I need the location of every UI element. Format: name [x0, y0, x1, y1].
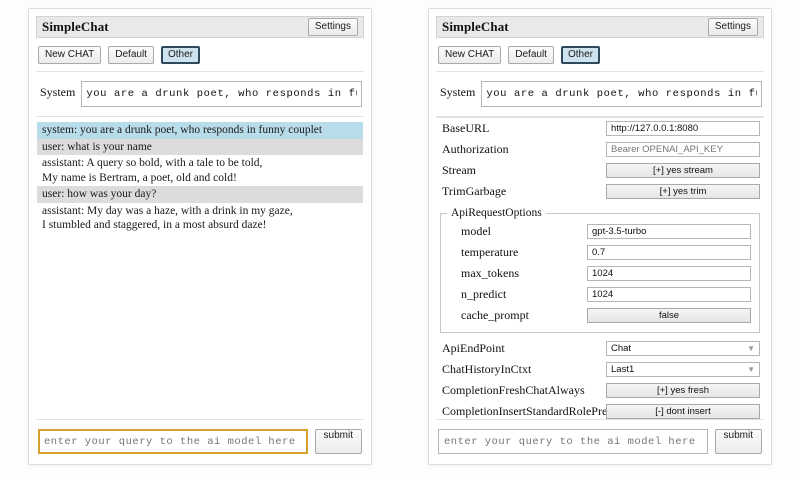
setting-label: Stream	[442, 163, 476, 177]
trimgarbage-toggle-button[interactable]: [+] yes trim	[606, 184, 760, 199]
system-prompt-input[interactable]	[481, 81, 762, 107]
system-prompt-label: System	[440, 85, 476, 99]
chat-message-assistant: assistant: My day was a haze, with a dri…	[42, 204, 293, 232]
setting-label: model	[461, 224, 491, 238]
setting-row-trimgarbage: TrimGarbage [+] yes trim	[438, 181, 762, 202]
setting-row-cache-prompt: cache_prompt false	[447, 305, 753, 326]
system-prompt-row: System	[36, 72, 364, 117]
cache-prompt-toggle-button[interactable]: false	[587, 308, 751, 323]
titlebar: SimpleChat Settings	[436, 16, 764, 38]
api-request-options-legend: ApiRequestOptions	[451, 207, 542, 219]
model-input[interactable]	[587, 224, 751, 239]
setting-field	[606, 142, 762, 157]
query-bar: submit	[436, 419, 764, 456]
setting-row-authorization: Authorization	[438, 139, 762, 160]
system-prompt-input[interactable]	[81, 81, 362, 107]
temperature-input[interactable]	[587, 245, 751, 260]
setting-label: CompletionFreshChatAlways	[442, 383, 585, 397]
chat-message-user: user: what is your name	[37, 138, 363, 155]
setting-field: [+] yes fresh	[606, 383, 762, 398]
chat-log: system: you are a drunk poet, who respon…	[36, 117, 364, 419]
settings-list: BaseURL Authorization Stream [+] yes str…	[436, 117, 764, 419]
chat-panel: SimpleChat Settings New CHAT Default Oth…	[28, 8, 372, 465]
setting-field	[587, 287, 753, 302]
setting-label: TrimGarbage	[442, 184, 507, 198]
titlebar: SimpleChat Settings	[36, 16, 364, 38]
setting-label: Authorization	[442, 142, 509, 156]
new-chat-button[interactable]: New CHAT	[38, 46, 102, 64]
query-input[interactable]	[438, 429, 708, 454]
setting-field	[606, 121, 762, 136]
session-button-default[interactable]: Default	[108, 46, 154, 64]
setting-label: temperature	[461, 245, 519, 259]
setting-field: Chat ▼	[606, 341, 762, 356]
setting-label: max_tokens	[461, 266, 519, 280]
setting-row-completionfreshchatalways: CompletionFreshChatAlways [+] yes fresh	[438, 380, 762, 401]
api-request-options-fieldset: ApiRequestOptions model temperature max_…	[440, 207, 760, 333]
session-button-default[interactable]: Default	[508, 46, 554, 64]
stream-toggle-button[interactable]: [+] yes stream	[606, 163, 760, 178]
authorization-input[interactable]	[606, 142, 760, 157]
submit-button[interactable]: submit	[314, 429, 362, 454]
setting-field: Last1 ▼	[606, 362, 762, 377]
chat-message-system: system: you are a drunk poet, who respon…	[37, 122, 363, 139]
query-bar: submit	[36, 419, 364, 456]
settings-button[interactable]: Settings	[707, 18, 758, 36]
chathistoryinctxt-select[interactable]: Last1 ▼	[606, 362, 760, 377]
new-chat-button[interactable]: New CHAT	[438, 46, 502, 64]
setting-field: false	[587, 308, 753, 323]
session-button-other[interactable]: Other	[160, 46, 200, 64]
setting-field: [+] yes stream	[606, 163, 762, 178]
completion-fresh-chat-toggle-button[interactable]: [+] yes fresh	[606, 383, 760, 398]
setting-label: CompletionInsertStandardRolePrefix	[442, 404, 621, 418]
chat-message-user: user: how was your day?	[37, 186, 363, 203]
setting-field: [+] yes trim	[606, 184, 762, 199]
max-tokens-input[interactable]	[587, 266, 751, 281]
baseurl-input[interactable]	[606, 121, 760, 136]
setting-row-apiendpoint: ApiEndPoint Chat ▼	[438, 338, 762, 359]
setting-row-stream: Stream [+] yes stream	[438, 160, 762, 181]
chevron-down-icon: ▼	[747, 364, 755, 374]
n-predict-input[interactable]	[587, 287, 751, 302]
setting-row-n-predict: n_predict	[447, 284, 753, 305]
session-button-row: New CHAT Default Other	[436, 38, 764, 72]
right-panel-wrapper: SimpleChat Settings New CHAT Default Oth…	[400, 0, 800, 480]
setting-label: BaseURL	[442, 121, 490, 135]
setting-row-max-tokens: max_tokens	[447, 263, 753, 284]
chathistoryinctxt-value: Last1	[611, 364, 635, 375]
system-prompt-label: System	[40, 85, 76, 99]
settings-panel: SimpleChat Settings New CHAT Default Oth…	[428, 8, 772, 465]
chat-message-assistant: assistant: A query so bold, with a tale …	[42, 157, 263, 184]
chevron-down-icon: ▼	[747, 343, 755, 353]
setting-row-chathistoryinctxt: ChatHistoryInCtxt Last1 ▼	[438, 359, 762, 380]
setting-label: n_predict	[461, 287, 507, 301]
setting-label: ChatHistoryInCtxt	[442, 362, 532, 376]
setting-field	[587, 266, 753, 281]
page-title: SimpleChat	[42, 19, 109, 34]
setting-field: [-] dont insert	[606, 404, 762, 419]
settings-button[interactable]: Settings	[307, 18, 358, 36]
left-panel-wrapper: SimpleChat Settings New CHAT Default Oth…	[28, 8, 372, 465]
setting-row-model: model	[447, 221, 753, 242]
setting-row-baseurl: BaseURL	[438, 118, 762, 139]
setting-field	[587, 245, 753, 260]
query-input[interactable]	[38, 429, 308, 454]
apiendpoint-select[interactable]: Chat ▼	[606, 341, 760, 356]
session-button-other[interactable]: Other	[560, 46, 600, 64]
system-prompt-row: System	[436, 72, 764, 117]
completion-insert-role-prefix-toggle-button[interactable]: [-] dont insert	[606, 404, 760, 419]
setting-row-completioninsertstandardroleprefix: CompletionInsertStandardRolePrefix [-] d…	[438, 401, 762, 419]
apiendpoint-value: Chat	[611, 343, 632, 354]
setting-row-temperature: temperature	[447, 242, 753, 263]
session-button-row: New CHAT Default Other	[36, 38, 364, 72]
setting-label: cache_prompt	[461, 308, 529, 322]
submit-button[interactable]: submit	[714, 429, 762, 454]
setting-field	[587, 224, 753, 239]
setting-label: ApiEndPoint	[442, 341, 505, 355]
page-title: SimpleChat	[442, 19, 509, 34]
